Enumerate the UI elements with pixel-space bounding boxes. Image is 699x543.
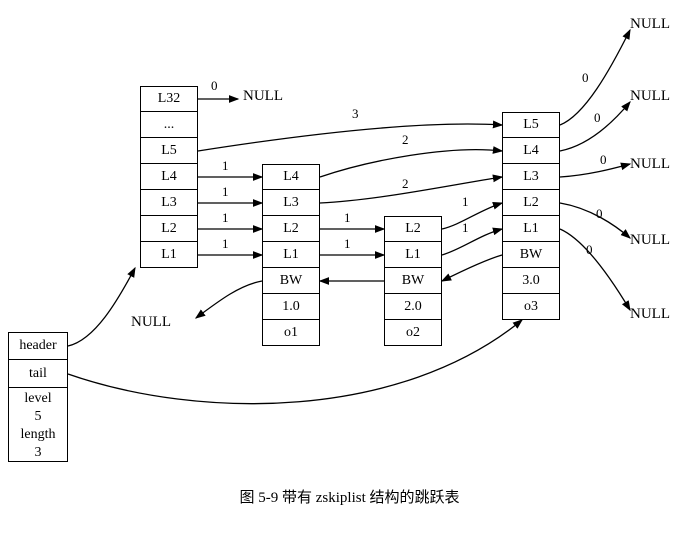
null-L5-out: NULL [630,16,670,33]
edge-weight: 1 [222,236,229,252]
node2-ob: o2 [384,320,442,346]
null-L2-out: NULL [630,232,670,249]
header_node-L32: L32 [140,86,198,112]
edge-weight: 0 [586,242,593,258]
edge-weight: 1 [222,158,229,174]
node1-L1: L1 [262,242,320,268]
arrow-n3L2-to-null [560,203,630,238]
null-L1-out: NULL [630,306,670,323]
edge-weight: 3 [352,106,359,122]
arrow-n2L1-to-n3L1 [442,229,502,255]
arrow-n1L4-to-n3L4 [320,150,502,177]
edge-weight: 0 [582,70,589,86]
null-L3-out: NULL [630,156,670,173]
edge-weight: 1 [462,220,469,236]
header_node-L4: L4 [140,164,198,190]
node3-L5: L5 [502,112,560,138]
node2-L1: L1 [384,242,442,268]
node2-L2: L2 [384,216,442,242]
edge-weight: 0 [211,78,218,94]
node2-BW: BW [384,268,442,294]
struct-tail: tail [8,360,68,388]
node3-L4: L4 [502,138,560,164]
edge-weight: 1 [344,236,351,252]
node1-L4: L4 [262,164,320,190]
null-L32: NULL [243,88,283,105]
node1-L3: L3 [262,190,320,216]
header_node-L3: L3 [140,190,198,216]
arrow-n3L1-to-null [560,229,630,310]
node1-sc: 1.0 [262,294,320,320]
header_node-dots: ... [140,112,198,138]
node3-L3: L3 [502,164,560,190]
struct-level: level [8,388,68,410]
arrow-n1BW-to-null [196,281,262,318]
node3-sc: 3.0 [502,268,560,294]
struct-length: length [8,424,68,446]
arrow-n1L3-to-n3L3 [320,177,502,203]
arrow-n2L2-to-n3L2 [442,203,502,229]
edge-weight: 1 [344,210,351,226]
null-L4-out: NULL [630,88,670,105]
node1-L2: L2 [262,216,320,242]
edge-weight: 1 [222,210,229,226]
node3-L2: L2 [502,190,560,216]
header_node-L5: L5 [140,138,198,164]
arrow-header-ptr [68,268,135,346]
edge-weight: 2 [402,132,409,148]
node3-ob: o3 [502,294,560,320]
node3-BW: BW [502,242,560,268]
struct-lengthv: 3 [8,444,68,462]
struct-header: header [8,332,68,360]
node3-L1: L1 [502,216,560,242]
arrow-n3L3-to-null [560,164,630,177]
edge-weight: 0 [596,206,603,222]
node1-ob: o1 [262,320,320,346]
arrow-n3BW-to-n2 [442,255,502,281]
null-bw1: NULL [131,314,171,331]
edge-weight: 2 [402,176,409,192]
edge-weight: 1 [222,184,229,200]
edge-weight: 0 [594,110,601,126]
node2-sc: 2.0 [384,294,442,320]
header_node-L2: L2 [140,216,198,242]
node1-BW: BW [262,268,320,294]
arrow-L5-to-n3L5 [198,124,502,151]
header_node-L1: L1 [140,242,198,268]
figure-caption: 图 5-9 带有 zskiplist 结构的跳跃表 [0,486,699,507]
edge-weight: 1 [462,194,469,210]
edge-weight: 0 [600,152,607,168]
